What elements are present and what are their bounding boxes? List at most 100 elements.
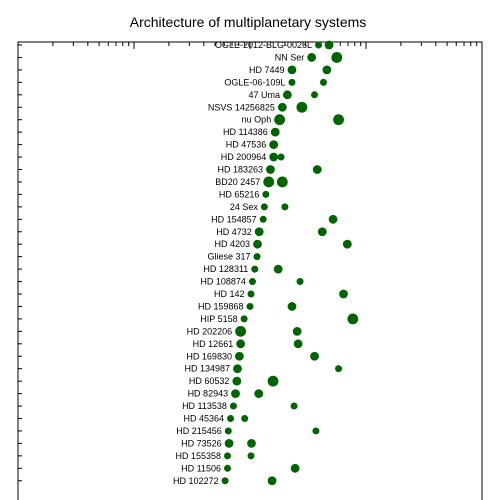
planet-marker: [312, 427, 320, 435]
planet-marker: [247, 439, 256, 448]
planet-marker: [269, 152, 279, 162]
system-label: HIP 5158: [200, 314, 237, 324]
system-row: HD 113538: [182, 401, 298, 411]
planet-marker: [246, 302, 254, 310]
planet-marker: [315, 41, 323, 49]
system-label: HD 113538: [182, 401, 227, 411]
planet-marker: [311, 91, 319, 99]
planet-marker: [319, 78, 327, 86]
planet-marker: [277, 153, 285, 161]
system-row: HD 114386: [223, 127, 280, 137]
system-row: HD 202206: [187, 325, 302, 337]
planet-marker: [335, 365, 343, 373]
system-label: NSVS 14256825: [208, 102, 275, 112]
system-row: HD 200964: [221, 152, 285, 162]
system-label: 47 Uma: [248, 90, 280, 100]
planet-marker: [224, 464, 232, 472]
planet-marker: [273, 264, 283, 274]
planet-marker: [347, 313, 359, 325]
system-label: HD 142: [214, 289, 245, 299]
system-row: HD 108874: [200, 277, 304, 287]
system-row: HD 45364: [184, 414, 249, 424]
system-row: HD 155358: [175, 451, 255, 461]
system-label: HD 4732: [216, 227, 252, 237]
system-label: nu Oph: [242, 115, 272, 125]
planet-marker: [274, 114, 286, 126]
planet-marker: [276, 176, 288, 188]
planet-marker: [221, 477, 229, 485]
system-label: HD 169830: [186, 351, 232, 361]
system-row: HD 102272: [173, 476, 277, 486]
planet-marker: [339, 289, 348, 299]
system-row: OGLE-06-109L: [224, 77, 327, 87]
planet-marker: [224, 452, 232, 460]
planet-marker: [282, 90, 292, 100]
planet-marker: [292, 326, 302, 336]
planet-marker: [293, 339, 303, 349]
system-label: HD 114386: [223, 127, 268, 137]
system-label: HD 60532: [189, 376, 230, 386]
planet-marker: [266, 165, 275, 174]
planet-marker: [310, 351, 319, 361]
system-row: HD 82943: [188, 389, 264, 399]
system-row: HD 183263: [217, 165, 322, 175]
planet-marker: [287, 65, 297, 75]
planet-marker: [270, 127, 280, 137]
system-row: 47 Uma: [248, 90, 319, 100]
planet-marker: [240, 315, 248, 323]
planet-marker: [232, 376, 242, 386]
system-label: HD 4203: [215, 239, 251, 249]
system-row: HD 65216: [219, 189, 270, 199]
system-rows: OGLE-2012-BLG-0026L NN Ser HD 7449 OGLE-06-…: [173, 40, 359, 486]
system-label: HD 128311: [203, 264, 248, 274]
planet-marker: [287, 302, 297, 311]
system-row: HD 169830: [186, 351, 319, 361]
system-row: 24 Sex: [230, 202, 289, 212]
system-label: HD 82943: [188, 389, 229, 399]
system-label: HD 73526: [181, 438, 222, 448]
planet-marker: [253, 253, 261, 261]
system-label: HD 155358: [175, 451, 221, 461]
system-row: HIP 5158: [200, 313, 359, 325]
planet-marker: [328, 214, 338, 224]
planet-marker: [233, 364, 242, 374]
system-label: HD 200964: [221, 152, 267, 162]
chart-title: Architecture of multiplanetary systems: [130, 14, 367, 30]
system-row: HD 142: [214, 289, 348, 299]
planet-marker: [263, 176, 275, 188]
planet-marker: [247, 452, 255, 460]
planet-marker: [288, 78, 296, 86]
planet-marker: [259, 215, 267, 223]
planet-marker: [322, 65, 332, 75]
system-row: HD 60532: [189, 375, 279, 387]
system-label: OGLE-2012-BLG-0026L: [215, 40, 312, 50]
system-label: HD 159868: [198, 301, 244, 311]
planet-marker: [251, 265, 259, 273]
system-row: HD 128311: [203, 264, 283, 274]
system-label: NN Ser: [275, 52, 305, 62]
planet-marker: [296, 278, 304, 286]
planet-marker: [260, 203, 268, 211]
planet-marker: [235, 325, 247, 337]
system-row: HD 134987: [185, 364, 343, 374]
planet-marker: [324, 40, 334, 50]
system-row: BD20 2457: [215, 176, 288, 188]
system-label: 24 Sex: [230, 202, 259, 212]
planet-marker: [290, 402, 298, 410]
planet-marker: [224, 439, 234, 448]
planet-marker: [227, 415, 235, 422]
system-row: HD 154857: [211, 214, 338, 224]
system-row: HD 12661: [193, 339, 303, 349]
system-row: HD 4203: [215, 239, 352, 249]
system-row: HD 159868: [198, 301, 297, 311]
planet-marker: [253, 239, 262, 249]
system-label: BD20 2457: [215, 177, 260, 187]
planet-marker: [267, 476, 277, 486]
system-label: HD 11506: [181, 463, 221, 473]
system-row: OGLE-2012-BLG-0026L: [215, 40, 334, 50]
planet-marker: [247, 290, 255, 298]
system-row: HD 7449: [249, 65, 332, 75]
system-label: HD 45364: [184, 414, 225, 424]
planet-marker: [248, 278, 256, 286]
system-label: HD 154857: [211, 214, 257, 224]
